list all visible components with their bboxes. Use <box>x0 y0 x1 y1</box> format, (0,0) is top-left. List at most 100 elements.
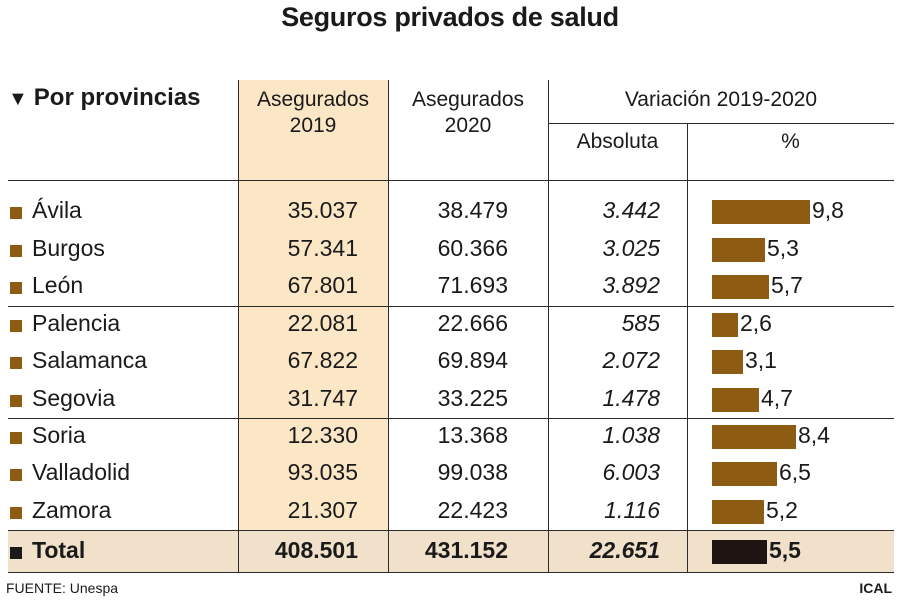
percent-bar <box>712 350 743 374</box>
header-absoluta: Absoluta <box>576 130 659 153</box>
percent-label: 5,3 <box>767 235 799 261</box>
group-rule <box>8 306 894 307</box>
highlight-column-2019 <box>238 80 388 530</box>
table-row: Palencia 22.081 22.666 585 2,6 <box>0 306 900 343</box>
provincia-name: Ávila <box>32 197 82 223</box>
provincia-name: Palencia <box>32 310 121 336</box>
absoluta-value: 6.003 <box>602 459 660 485</box>
asegurados-2019-value: 35.037 <box>287 197 358 223</box>
header-subrule <box>548 123 894 124</box>
absoluta-value: 1.038 <box>602 422 660 448</box>
header-asegurados-2019: Asegurados 2019 <box>238 87 388 139</box>
percent-bar <box>712 462 777 486</box>
provincia-name: Valladolid <box>32 459 131 485</box>
asegurados-2020-value: 38.479 <box>437 197 508 223</box>
bullet-square-icon <box>10 207 22 219</box>
asegurados-2020-value: 60.366 <box>437 235 508 261</box>
bullet-square-icon <box>10 245 22 257</box>
asegurados-2020-value: 99.038 <box>437 459 508 485</box>
bullet-square-icon <box>10 357 22 369</box>
asegurados-2019-value: 67.801 <box>287 272 358 298</box>
asegurados-2020-value: 22.423 <box>437 497 508 523</box>
bottom-rule <box>8 572 894 573</box>
percent-label: 4,7 <box>761 385 793 411</box>
table-row: Salamanca 67.822 69.894 2.072 3,1 <box>0 343 900 380</box>
percent-bar <box>712 275 769 299</box>
asegurados-2020-value: 431.152 <box>424 537 508 563</box>
provincia-name: Zamora <box>32 497 112 523</box>
header-provincias-label: Por provincias <box>33 84 201 111</box>
asegurados-2019-value: 93.035 <box>287 459 358 485</box>
asegurados-2020-value: 33.225 <box>437 385 508 411</box>
triangle-down-icon: ▼ <box>8 88 28 110</box>
percent-label: 5,5 <box>769 537 801 563</box>
percent-label: 6,5 <box>779 459 811 485</box>
asegurados-2020-value: 71.693 <box>437 272 508 298</box>
percent-bar <box>712 313 738 337</box>
absoluta-value: 3.892 <box>602 272 660 298</box>
provincia-name: Soria <box>32 422 86 448</box>
header-line: Asegurados <box>256 88 370 111</box>
table-row: Soria 12.330 13.368 1.038 8,4 <box>0 418 900 455</box>
percent-label: 2,6 <box>740 310 772 336</box>
absoluta-value: 1.478 <box>602 385 660 411</box>
table-row: Valladolid 93.035 99.038 6.003 6,5 <box>0 455 900 492</box>
source-note: FUENTE: Unespa <box>6 580 119 596</box>
asegurados-2020-value: 13.368 <box>437 422 508 448</box>
provincia-name: Segovia <box>32 385 116 411</box>
absoluta-value: 22.651 <box>589 537 660 563</box>
asegurados-2019-value: 31.747 <box>287 385 358 411</box>
header-provincias: ▼ Por provincias <box>8 84 201 112</box>
absoluta-value: 585 <box>621 310 660 336</box>
total-row: Total 408.501 431.152 22.651 5,5 <box>0 533 900 570</box>
percent-label: 5,7 <box>771 272 803 298</box>
absoluta-value: 2.072 <box>602 347 660 373</box>
bullet-square-icon <box>10 469 22 481</box>
absoluta-value: 3.025 <box>602 235 660 261</box>
table-row: Segovia 31.747 33.225 1.478 4,7 <box>0 381 900 418</box>
header-line: 2020 <box>444 114 492 137</box>
chart-title: Seguros privados de salud <box>281 2 619 32</box>
percent-label: 8,4 <box>798 422 830 448</box>
credit: ICAL <box>859 580 892 596</box>
percent-bar <box>712 200 810 224</box>
bullet-square-icon <box>10 282 22 294</box>
col-divider <box>388 80 389 572</box>
provincia-name: Total <box>32 537 86 563</box>
bullet-square-icon <box>10 432 22 444</box>
total-rule <box>8 530 894 531</box>
absoluta-value: 3.442 <box>602 197 660 223</box>
col-divider <box>687 123 688 572</box>
header-line: Asegurados <box>411 88 525 111</box>
header-rule <box>8 180 894 181</box>
asegurados-2020-value: 69.894 <box>437 347 508 373</box>
provincia-name: Salamanca <box>32 347 148 373</box>
header-line: 2019 <box>289 114 337 137</box>
group-rule <box>8 418 894 419</box>
asegurados-2019-value: 12.330 <box>287 422 358 448</box>
bullet-square-icon <box>10 395 22 407</box>
provincia-name: Burgos <box>32 235 105 261</box>
percent-bar <box>712 388 759 412</box>
bullet-square-icon <box>10 547 22 559</box>
percent-label: 5,2 <box>766 497 798 523</box>
bullet-square-icon <box>10 507 22 519</box>
percent-bar <box>712 500 764 524</box>
percent-bar <box>712 238 765 262</box>
percent-bar <box>712 425 796 449</box>
table-row: Ávila 35.037 38.479 3.442 9,8 <box>0 193 900 230</box>
asegurados-2019-value: 57.341 <box>287 235 358 261</box>
header-variacion: Variación 2019-2020 <box>624 88 818 111</box>
table-row: Burgos 57.341 60.366 3.025 5,3 <box>0 231 900 268</box>
header-asegurados-2020: Asegurados 2020 <box>388 87 548 139</box>
col-divider <box>548 80 549 572</box>
asegurados-2020-value: 22.666 <box>437 310 508 336</box>
percent-bar <box>712 540 767 564</box>
provincia-name: León <box>32 272 84 298</box>
asegurados-2019-value: 67.822 <box>287 347 358 373</box>
asegurados-2019-value: 22.081 <box>287 310 358 336</box>
asegurados-2019-value: 408.501 <box>274 537 358 563</box>
header-percent: % <box>781 130 800 153</box>
bullet-square-icon <box>10 320 22 332</box>
col-divider <box>238 80 239 572</box>
